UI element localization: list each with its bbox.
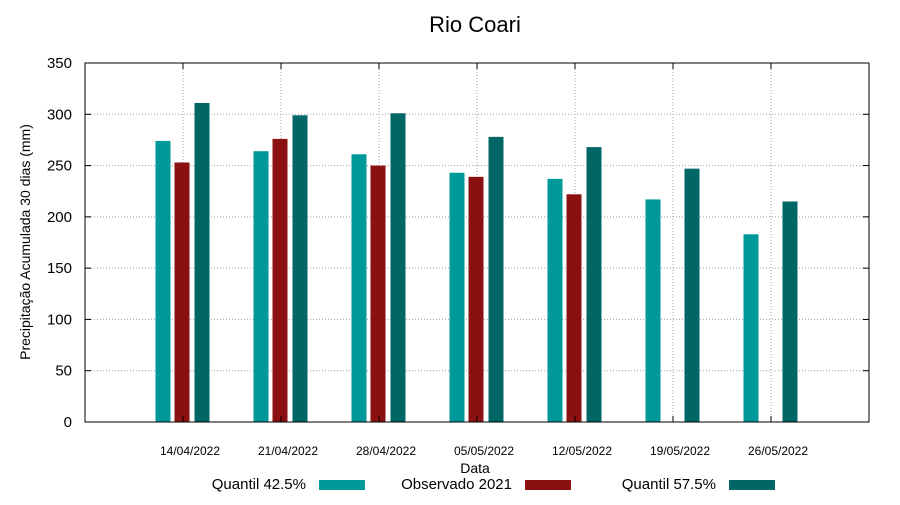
bar bbox=[370, 165, 386, 423]
legend-label: Observado 2021 bbox=[401, 476, 512, 493]
y-tick-label: 50 bbox=[55, 363, 72, 380]
y-tick-label: 200 bbox=[47, 209, 72, 226]
legend-swatch bbox=[319, 480, 365, 490]
bar bbox=[390, 113, 406, 422]
x-axis-label: Data bbox=[460, 460, 490, 476]
x-tick-label: 14/04/2022 bbox=[160, 444, 220, 458]
bar bbox=[174, 162, 190, 422]
legend-swatch bbox=[525, 480, 571, 490]
x-tick-label: 26/05/2022 bbox=[748, 444, 808, 458]
y-tick-label: 150 bbox=[47, 260, 72, 277]
bar bbox=[645, 199, 661, 422]
bar bbox=[684, 168, 700, 422]
legend-label: Quantil 57.5% bbox=[622, 476, 716, 493]
y-tick-label: 250 bbox=[47, 158, 72, 175]
x-tick-label: 19/05/2022 bbox=[650, 444, 710, 458]
x-tick-label: 12/05/2022 bbox=[552, 444, 612, 458]
bar bbox=[488, 136, 504, 422]
x-axis-ticks: 14/04/2022 21/04/2022 28/04/2022 05/05/2022… bbox=[160, 63, 808, 458]
bar bbox=[351, 154, 367, 422]
chart-title: Rio Coari bbox=[429, 12, 521, 37]
y-tick-label: 0 bbox=[64, 414, 72, 431]
y-tick-label: 300 bbox=[47, 106, 72, 123]
x-tick-label: 05/05/2022 bbox=[454, 444, 514, 458]
y-axis-label: Precipitação Acumulada 30 dias (mm) bbox=[17, 124, 33, 360]
bar bbox=[155, 140, 171, 422]
bar bbox=[272, 138, 288, 422]
bar bbox=[547, 178, 563, 422]
legend-label: Quantil 42.5% bbox=[212, 476, 306, 493]
bar bbox=[449, 172, 465, 422]
bar bbox=[586, 147, 602, 422]
bar bbox=[566, 194, 582, 422]
legend: Quantil 42.5% Observado 2021 Quantil 57.5% bbox=[212, 476, 775, 493]
bar bbox=[782, 201, 798, 422]
y-tick-label: 350 bbox=[47, 55, 72, 72]
y-tick-label: 100 bbox=[47, 311, 72, 328]
legend-swatch bbox=[729, 480, 775, 490]
bar bbox=[743, 234, 759, 422]
bar bbox=[194, 103, 210, 422]
bar bbox=[292, 115, 308, 422]
bar bbox=[468, 176, 484, 422]
bars-group bbox=[155, 103, 798, 423]
y-axis-ticks: 0 50 100 150 200 250 300 350 bbox=[47, 55, 869, 431]
bar bbox=[253, 151, 269, 422]
x-tick-label: 28/04/2022 bbox=[356, 444, 416, 458]
x-tick-label: 21/04/2022 bbox=[258, 444, 318, 458]
